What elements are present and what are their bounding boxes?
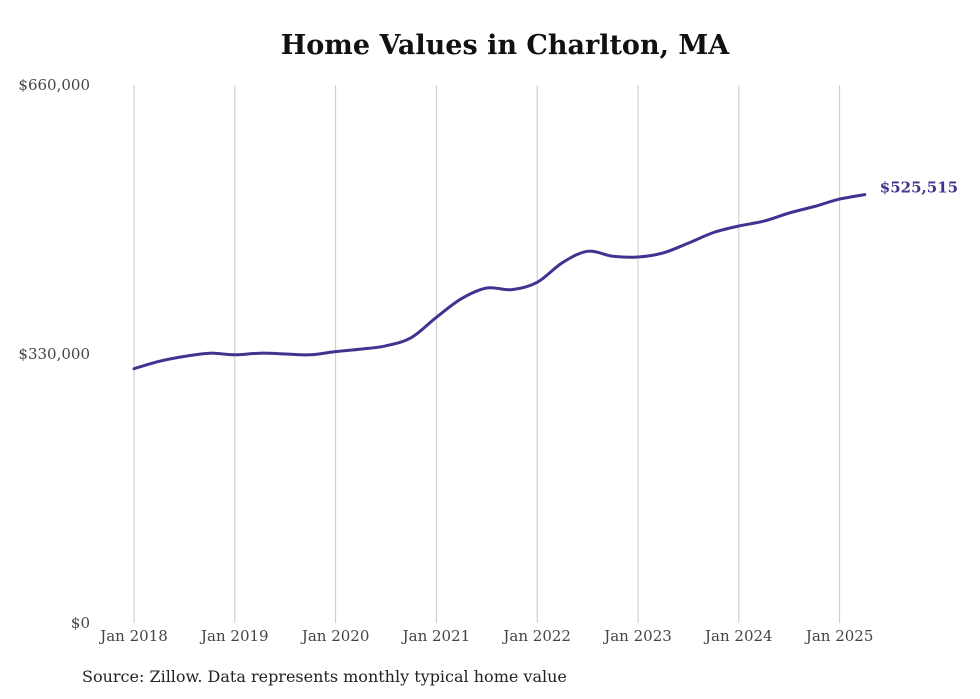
y-tick-label: $0 [71, 614, 90, 632]
x-tick-label: Jan 2025 [804, 627, 874, 645]
source-note: Source: Zillow. Data represents monthly … [82, 667, 567, 686]
chart-title: Home Values in Charlton, MA [280, 30, 730, 61]
end-value-label: $525,515 [880, 179, 958, 197]
x-tick-label: Jan 2022 [501, 627, 571, 645]
series-line-home-value [132, 193, 867, 371]
y-axis-ticks: $0 $330,000 $660,000 [18, 76, 90, 632]
x-tick-label: Jan 2021 [401, 627, 471, 645]
x-tick-label: Jan 2024 [703, 627, 773, 645]
y-tick-label: $660,000 [18, 76, 90, 94]
y-tick-label: $330,000 [18, 345, 90, 363]
x-axis-ticks: Jan 2018 Jan 2019 Jan 2020 Jan 2021 Jan 2022… [98, 627, 873, 645]
x-tick-label: Jan 2020 [300, 627, 370, 645]
x-tick-label: Jan 2018 [98, 627, 168, 645]
x-tick-label: Jan 2019 [199, 627, 269, 645]
x-tick-label: Jan 2023 [602, 627, 672, 645]
